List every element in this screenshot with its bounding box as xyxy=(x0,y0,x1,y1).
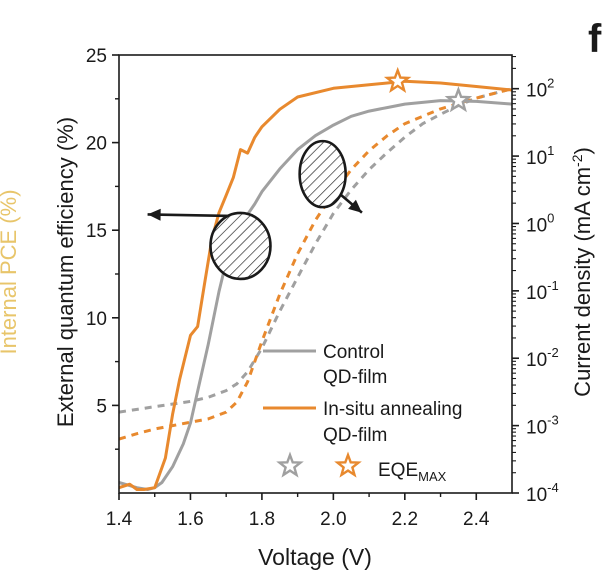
left-axis-ellipse xyxy=(209,211,272,281)
legend-label-insitu-2: QD-film xyxy=(323,425,387,446)
cut-off-ylabel: Internal PCE (%) xyxy=(0,189,21,354)
series-line-2 xyxy=(118,87,513,414)
right-y-axis-label: Current density (mA cm-2) xyxy=(569,147,595,397)
left-y-axis-label: External quantum efficiency (%) xyxy=(53,117,78,427)
y-left-tick-label-3: 20 xyxy=(86,134,107,155)
x-axis-label: Voltage (V) xyxy=(258,544,372,570)
legend-label-control-2: QD-film xyxy=(323,367,387,388)
y-left-tick-label-2: 15 xyxy=(86,221,107,242)
right-axis-ellipse-arrowhead xyxy=(348,199,362,213)
panel-label: f xyxy=(588,17,602,61)
y-right-tick-label-6: 10-4 xyxy=(526,480,559,506)
x-tick-label-1: 1.6 xyxy=(177,509,203,530)
x-tick-label-4: 2.2 xyxy=(392,509,418,530)
marker-layer xyxy=(383,66,473,113)
control-eqe-max-star xyxy=(444,86,473,113)
y-right-tick-label-1: 101 xyxy=(526,143,554,169)
left-axis-ellipse-arrowhead xyxy=(147,208,161,221)
series-line-1 xyxy=(118,79,513,491)
y-right-tick-label-2: 100 xyxy=(526,210,554,236)
legend-label-control-1: Control xyxy=(323,342,384,363)
plot-frame xyxy=(118,54,513,494)
y-right-tick-label-5: 10-3 xyxy=(526,413,559,439)
y-left-tick-label-1: 10 xyxy=(86,309,107,330)
right-axis-ellipse xyxy=(298,139,347,209)
x-tick-label-0: 1.4 xyxy=(106,509,133,530)
left-axis-ellipse-arrow xyxy=(147,213,231,218)
left-y-axis: 5 10 15 20 25 xyxy=(86,46,119,450)
y-left-tick-label-4: 25 xyxy=(86,46,107,67)
in-situ-eqe-max-star xyxy=(383,66,412,94)
y-left-tick-label-0: 5 xyxy=(96,396,107,417)
legend-star-control xyxy=(276,451,304,478)
x-tick-label-2: 1.8 xyxy=(249,509,275,530)
x-axis: 1.4 1.6 1.8 2.0 2.2 2.4 xyxy=(106,493,490,530)
y-right-tick-label-3: 10-1 xyxy=(526,278,559,304)
legend-star-insitu xyxy=(334,451,362,478)
y-right-tick-label-4: 10-2 xyxy=(526,345,559,371)
legend-label-eqemax: EQEMAX xyxy=(378,460,447,484)
legend-stars xyxy=(276,451,362,478)
legend: Control QD-film In-situ annealing QD-fil… xyxy=(263,342,462,484)
legend-label-insitu-1: In-situ annealing xyxy=(323,399,462,420)
x-tick-label-3: 2.0 xyxy=(320,509,346,530)
y-right-tick-label-0: 102 xyxy=(526,76,554,102)
right-y-axis: 102 101 100 10-1 10-2 10-3 10-4 xyxy=(512,55,559,506)
annotation-layer xyxy=(147,139,363,281)
x-tick-label-5: 2.4 xyxy=(463,509,490,530)
